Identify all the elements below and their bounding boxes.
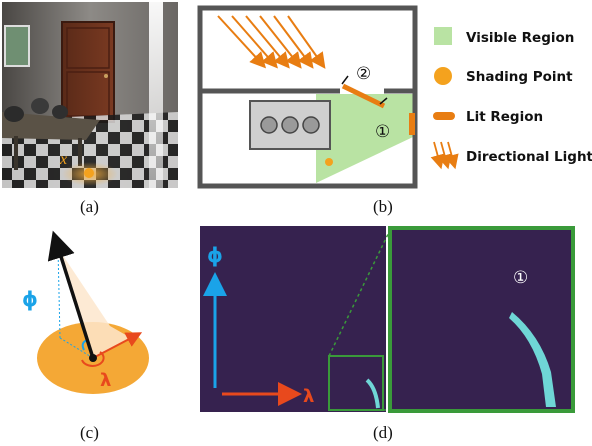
legend-visible-swatch — [434, 27, 452, 45]
legend: Visible Region Shading Point Lit Region … — [430, 27, 592, 170]
zoom-panel — [388, 226, 575, 413]
zoom-marker-1: ① — [513, 268, 528, 288]
teapot — [31, 98, 49, 114]
painting — [4, 25, 30, 67]
teapot-circle — [260, 116, 278, 134]
teapot-circle — [302, 116, 320, 134]
zoom-box — [328, 355, 384, 411]
origin-point — [89, 354, 97, 362]
legend-light-label: Directional Light — [466, 149, 592, 165]
panel-d-map: ϕ λ ① — [200, 226, 575, 413]
marker-2: ② — [356, 64, 371, 84]
shading-point-plan — [325, 158, 333, 166]
lit-region-2 — [341, 83, 386, 109]
panel-a-scene: x — [2, 2, 178, 188]
teapot — [52, 105, 68, 119]
point-x-label: x — [59, 151, 67, 168]
lambda-arc — [81, 351, 105, 367]
map-background — [200, 226, 386, 412]
phi-label-d: ϕ — [207, 243, 223, 267]
room-outline — [197, 5, 418, 189]
trace-zoomed — [509, 312, 556, 407]
caption-a: (a) — [80, 197, 99, 216]
projection-plane — [58, 248, 131, 358]
shading-point — [84, 168, 94, 178]
legend-lit-label: Lit Region — [466, 109, 543, 125]
lambda-ref-vector — [92, 332, 143, 359]
teapot-circle — [281, 116, 299, 134]
lambda-label-d: λ — [303, 386, 314, 407]
legend-visible-label: Visible Region — [466, 30, 574, 46]
visible-region — [316, 94, 413, 183]
legend-light-icon — [430, 141, 459, 170]
caption-c: (c) — [80, 423, 99, 442]
legend-shading-swatch — [434, 67, 452, 85]
direction-vector — [47, 230, 95, 359]
panel-c-angles: ϕ λ — [22, 230, 149, 394]
teapot — [4, 106, 24, 122]
caption-b: (b) — [373, 197, 393, 216]
light-shaft — [149, 2, 163, 188]
directional-light-arrows — [217, 15, 326, 69]
marker-1: ① — [375, 122, 390, 142]
caption-d: (d) — [373, 423, 393, 442]
phi-label-c: ϕ — [22, 287, 38, 311]
table — [2, 112, 100, 140]
lit-region-1 — [409, 113, 415, 135]
lambda-label-c: λ — [100, 370, 111, 391]
panel-b-plan: ② ① — [197, 5, 418, 189]
legend-lit-swatch — [433, 112, 455, 120]
trace-small — [365, 378, 380, 409]
legend-shading-label: Shading Point — [466, 69, 573, 85]
